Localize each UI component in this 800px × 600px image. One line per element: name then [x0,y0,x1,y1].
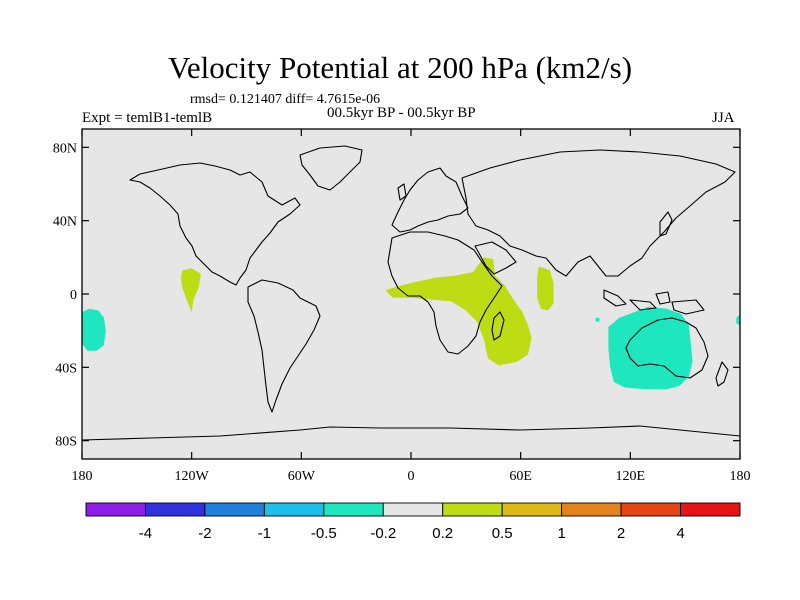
colorbar-label: 4 [676,525,684,542]
region-negative-dateline-east [736,314,740,326]
coastline-africa [387,231,503,355]
x-tick-label: 180 [730,469,751,484]
y-tick-label: 0 [70,288,77,303]
colorbar-swatch-7 [501,502,563,517]
x-tick-label: 120W [175,469,210,484]
colorbar-swatch-10 [680,502,741,517]
coastline-japan [659,211,673,237]
colorbar-swatch-2 [204,502,265,517]
coastline-south-america [247,279,321,413]
y-tick-label: 40S [55,361,77,376]
colorbar-swatch-1 [145,502,206,517]
x-tick-label: 0 [408,469,415,484]
colorbar-label: -4 [139,525,152,542]
coastline-antarctica [82,425,740,441]
x-tick-label: 60E [509,469,532,484]
colorbar: -4 -2 -1 -0.5 -0.2 0.2 0.5 1 2 4 [85,502,741,542]
colorbar-label: 1 [557,525,565,542]
coastline-madagascar [491,311,505,341]
coastline-new-zealand [715,361,729,387]
region-positive-east-africa [385,257,532,366]
region-positive-arabian-sea [537,266,554,311]
season-label: JJA [712,110,735,126]
coastline-indonesia [603,289,705,315]
colorbar-label: -1 [258,525,271,542]
coastline-arabia [474,241,517,275]
coastline-greenland [299,145,363,191]
shaded-regions [82,257,740,390]
colorbar-swatch-0 [85,502,146,517]
region-negative-east-indian-ocean [595,317,600,322]
region-positive-east-pacific [180,268,201,313]
x-tick-label: 120E [616,469,646,484]
colorbar-label: 0.2 [432,525,453,542]
coastline-asia [461,149,736,277]
period-label: 00.5kyr BP - 00.5kyr BP [327,105,476,121]
chart-title: Velocity Potential at 200 hPa (km2/s) [167,50,633,85]
coastline-north-america [129,162,301,286]
colorbar-swatch-8 [561,502,622,517]
colorbar-label: 2 [617,525,625,542]
region-negative-australia [608,306,693,390]
colorbar-label: -0.2 [370,525,396,542]
colorbar-label: -0.5 [311,525,337,542]
y-tick-label: 40N [53,215,77,230]
stats-label: rmsd= 0.121407 diff= 4.7615e-06 [190,92,381,107]
colorbar-label: -2 [198,525,211,542]
region-negative-central-pacific [82,308,106,351]
y-tick-label: 80N [53,141,77,156]
axis-ticks: 180 120W 60W 0 60E 120E 180 80N 40N 0 40S 80S [53,129,751,484]
colorbar-label: 0.5 [492,525,513,542]
coastline-british-isles [397,183,407,201]
y-tick-label: 80S [55,435,77,450]
coastlines [82,145,740,441]
coastline-europe [391,167,469,233]
x-tick-label: 180 [72,469,93,484]
coastline-australia [625,317,709,379]
colorbar-swatch-3 [263,502,325,517]
experiment-label: Expt = temlB1-temlB [82,110,213,126]
colorbar-swatch-5 [382,502,444,517]
colorbar-swatch-6 [442,502,503,517]
x-tick-label: 60W [288,469,316,484]
colorbar-swatch-4 [323,502,384,517]
colorbar-swatch-9 [620,502,681,517]
